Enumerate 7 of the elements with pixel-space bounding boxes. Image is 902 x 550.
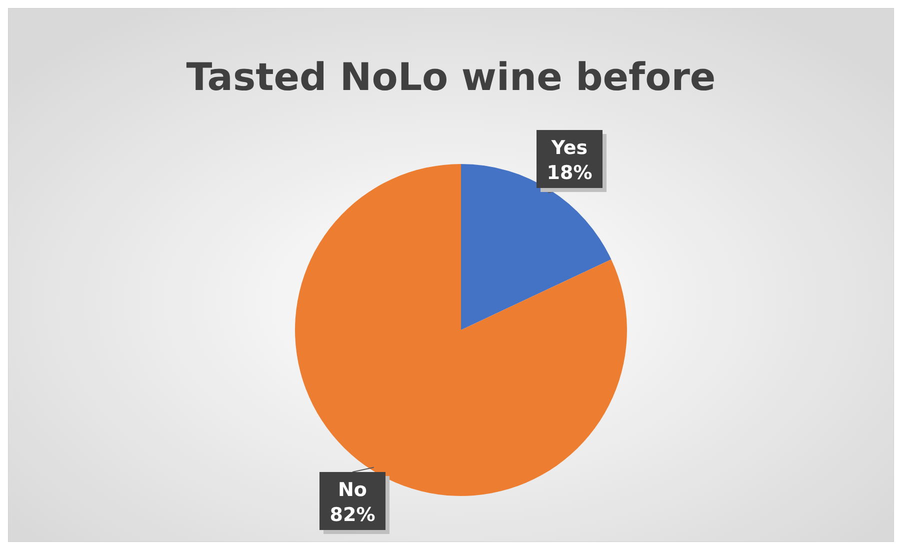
slice-label: Yes (550, 137, 588, 160)
data-label: 82% (330, 504, 376, 526)
pie-slice (295, 164, 627, 496)
pie-slice (461, 164, 612, 330)
chart-title: Tasted NoLo wine before (186, 55, 716, 99)
data-label: 18% (546, 162, 592, 184)
slice-label: No (338, 478, 367, 501)
